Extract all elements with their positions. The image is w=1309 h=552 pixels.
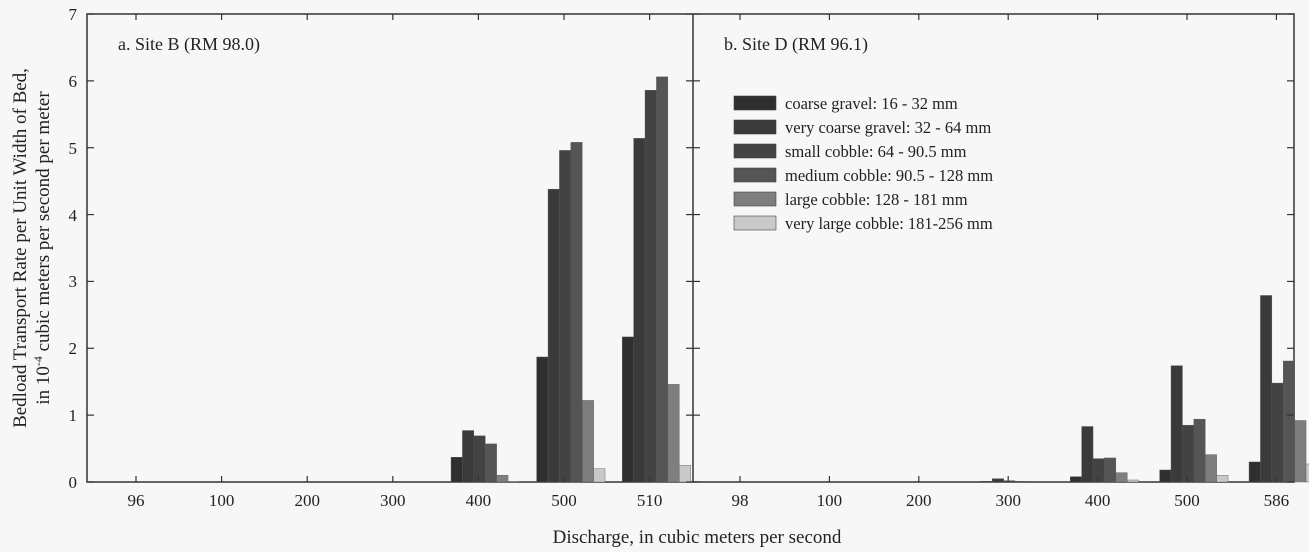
bar [667,384,680,483]
bar [1193,418,1206,483]
bar [1070,476,1082,483]
bar [1127,479,1139,483]
bars-layer [450,76,1309,483]
y-axis-title-suffix: cubic meters per second per meter [33,91,54,356]
legend-swatch [733,167,777,183]
bar [1305,463,1309,483]
panel-b-title: b. Site D (RM 96.1) [724,34,868,55]
x-tick-label: 400 [466,491,492,510]
y-axis-title-line2: in 10-4 cubic meters per second per mete… [31,91,54,405]
y-tick-label: 2 [69,339,78,358]
x-tick-label: 300 [380,491,406,510]
x-tick-label: 98 [732,491,749,510]
legend-label: small cobble: 64 - 90.5 mm [785,142,967,161]
bar [1014,481,1027,483]
x-tick-label: 300 [995,491,1021,510]
bar [450,457,463,483]
bar [1248,461,1261,483]
panel-a-title: a. Site B (RM 98.0) [118,34,260,55]
bar [1260,295,1273,483]
x-tick-label: 500 [551,491,577,510]
y-tick-label: 0 [69,473,78,492]
x-tick-label: 586 [1264,491,1290,510]
plot-frame [86,13,1295,483]
y-tick-label: 5 [69,139,78,158]
bar [1182,424,1195,483]
bar [473,435,486,483]
x-tick-label: 100 [209,491,235,510]
legend-label: very large cobble: 181-256 mm [785,214,993,233]
legend-swatch [733,95,777,111]
y-tick-label: 7 [69,5,78,24]
bar [1003,480,1016,483]
bar [1271,382,1284,483]
bar [679,465,691,483]
y-tick-label: 4 [69,206,78,225]
bar [582,400,594,483]
legend-label: large cobble: 128 - 181 mm [785,190,968,209]
bar [1216,475,1229,483]
y-tick-label: 6 [69,72,78,91]
bar [593,468,606,483]
legend-swatch [733,143,777,159]
x-tick-label: 400 [1085,491,1111,510]
legend-label: coarse gravel: 16 - 32 mm [785,94,958,113]
bar [1205,454,1217,483]
bar [644,90,657,483]
y-axis-title-exponent: -4 [31,356,45,366]
x-tick-labels: 96 100 200 300 400 500 510 98 100 200 300 400 500 586 [128,491,1290,510]
legend: coarse gravel: 16 - 32 mm very coarse gr… [733,94,993,233]
bar [547,188,560,483]
bar [1115,472,1128,483]
bar [992,478,1004,483]
bar [462,430,475,483]
y-axis-title-line1: Bedload Transport Rate per Unit Width of… [10,68,31,428]
x-axis-title: Discharge, in cubic meters per second [553,527,842,548]
bar [656,76,669,483]
y-tick-label: 1 [69,406,78,425]
bar [633,138,646,483]
legend-swatch [733,191,777,207]
y-axis-ticks: 0 1 2 3 4 5 6 7 [69,5,78,492]
bar [496,475,509,483]
bar [622,336,634,483]
x-tick-label: 100 [817,491,843,510]
legend-swatch [733,119,777,135]
x-tick-label: 510 [637,491,663,510]
x-tick-label: 200 [294,491,320,510]
bar [1081,426,1094,483]
legend-label: very coarse gravel: 32 - 64 mm [785,118,991,137]
y-tick-label: 3 [69,272,78,291]
bar [1294,420,1307,483]
x-tick-label: 200 [906,491,932,510]
y-axis-title-prefix: in 10 [33,366,54,405]
bar [980,481,993,483]
bar [536,356,549,483]
x-tick-label: 500 [1174,491,1200,510]
bar [1170,365,1183,483]
bar [559,150,572,483]
x-tick-label: 96 [128,491,145,510]
bar [1092,458,1105,483]
bar [507,481,520,483]
bar [570,142,583,483]
legend-swatch [733,215,777,231]
bar [1104,457,1117,483]
bar [485,443,497,483]
legend-label: medium cobble: 90.5 - 128 mm [785,166,993,185]
ticks-layer [87,13,1294,483]
bar [1283,360,1295,483]
y-axis-title: Bedload Transport Rate per Unit Width of… [10,68,54,428]
bar [1159,469,1172,483]
